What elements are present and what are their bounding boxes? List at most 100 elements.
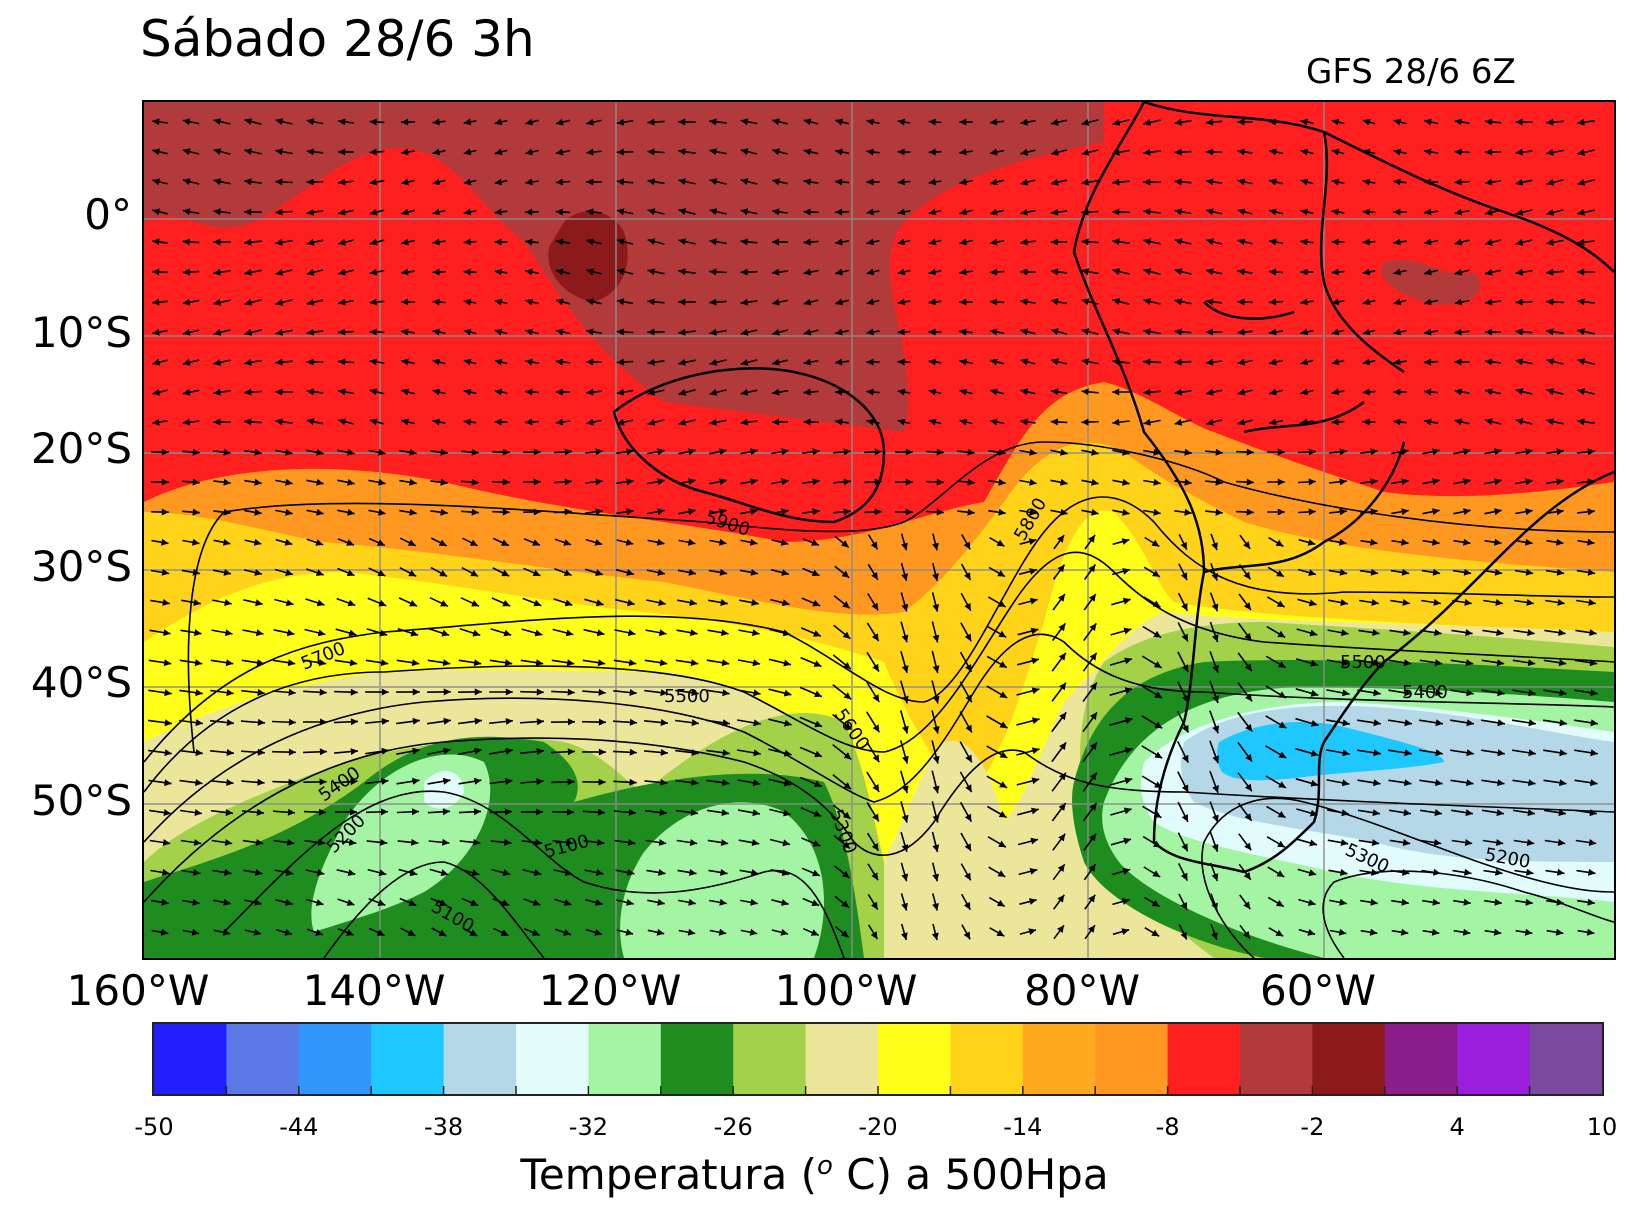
wind-arrow-head [244,118,253,125]
wind-arrow-head [813,780,822,787]
wind-arrow-head [350,748,358,755]
wind-arrow-head [1515,418,1524,425]
wind-arrow-head [1546,298,1554,306]
wind-arrow-head [442,808,450,816]
wind-arrow-head [752,659,761,667]
wind-arrow-head [285,569,293,576]
wind-arrow-head [1151,539,1160,547]
wind-arrow-head [1206,358,1214,366]
wind-arrow-head [595,478,603,486]
wind-arrow-head [998,448,1006,456]
wind-arrow-head [998,478,1006,486]
wind-arrow-head [843,508,851,516]
wind-arrow-head [678,118,686,126]
wind-arrow-head [1031,687,1040,695]
wind-arrow-head [275,299,284,306]
wind-arrow-head [772,418,780,426]
wind-arrow-head [1020,178,1029,186]
wind-arrow-head [1590,689,1598,697]
wind-arrow-head [1424,388,1432,396]
wind-arrow-head [471,869,480,877]
wind-arrow-head [1020,208,1028,216]
wind-arrow-head [1454,178,1462,186]
wind-arrow-head [275,388,283,396]
wind-arrow-head [872,813,879,822]
wind-arrow-head [1181,633,1188,642]
wind-arrow-head [616,148,624,156]
wind-arrow-head [401,238,409,246]
wind-arrow-head [1559,749,1567,757]
wind-arrow-head [1587,478,1595,486]
wind-arrow-head [1310,720,1319,727]
wind-arrow-head [381,718,389,725]
wind-arrow-head [1485,238,1493,246]
wind-arrow-head [463,178,472,186]
wind-arrow-head [1276,570,1284,577]
wind-vectors [147,118,1599,941]
wind-arrow-head [709,208,718,215]
wind-arrow-head [1050,208,1059,216]
wind-arrow-head [990,178,998,186]
wind-arrow-head [338,268,346,276]
wind-arrow-head [709,418,717,426]
wind-arrow-head [379,838,388,846]
wind-arrow-head [866,148,874,156]
wind-arrow-head [647,298,655,306]
wind-arrow-head [442,659,451,667]
wind-arrow-head [525,118,534,126]
wind-arrow-head [317,629,326,637]
wind-arrow-head [647,208,656,215]
wind-arrow-head [783,689,792,697]
wind-arrow-head [1058,652,1066,661]
wind-arrow-head [902,695,909,704]
wind-arrow-head [1557,599,1565,606]
wind-arrow-head [556,118,564,126]
wind-arrow-head [494,298,503,306]
wind-arrow-head [963,541,971,550]
wind-arrow-head [1143,178,1151,186]
wind-arrow-head [471,600,479,607]
wind-arrow-head [1528,749,1536,757]
wind-arrow-head [616,178,625,186]
wind-arrow-head [1370,538,1378,546]
wind-arrow-head [752,629,760,637]
wind-arrow-head [369,298,377,306]
wind-arrow-head [1556,448,1564,456]
wind-arrow-head [401,118,409,126]
wind-arrow-head [902,755,909,764]
wind-arrow-head [1587,448,1595,456]
wind-arrow-head [254,508,262,516]
wind-arrow-head [1401,448,1409,456]
wind-arrow-head [255,599,263,607]
wind-arrow-head [1051,118,1059,126]
wind-arrow-head [866,238,875,246]
wind-arrow-head [432,268,440,276]
wind-arrow-head [1331,148,1340,156]
wind-arrow-head [284,929,293,936]
wind-arrow-head [1339,448,1347,456]
wind-arrow-head [536,718,544,726]
wind-arrow-head [1546,179,1555,186]
wind-arrow-head [688,508,696,516]
wind-arrow-head [835,148,843,156]
wind-arrow-head [412,777,420,785]
wind-arrow-head [409,600,417,607]
wind-arrow-head [432,238,440,246]
wind-arrow-head [1143,119,1151,126]
wind-arrow-head [1051,358,1059,366]
wind-arrow-head [315,899,324,906]
wind-arrow-head [1112,268,1120,275]
wind-arrow-head [275,358,283,366]
wind-arrow-head [843,662,851,670]
wind-arrow-head [533,869,542,876]
wind-arrow-head [1587,538,1595,546]
wind-arrow-head [1402,868,1410,876]
wind-arrow-head [1206,388,1214,396]
wind-arrow-head [1091,448,1099,456]
wind-arrow-head [967,508,975,516]
wind-arrow-head [441,629,450,637]
wind-arrow-head [1300,388,1309,396]
wind-arrow-head [161,448,169,456]
wind-arrow-head [866,388,874,396]
wind-arrow-head [1237,148,1245,156]
